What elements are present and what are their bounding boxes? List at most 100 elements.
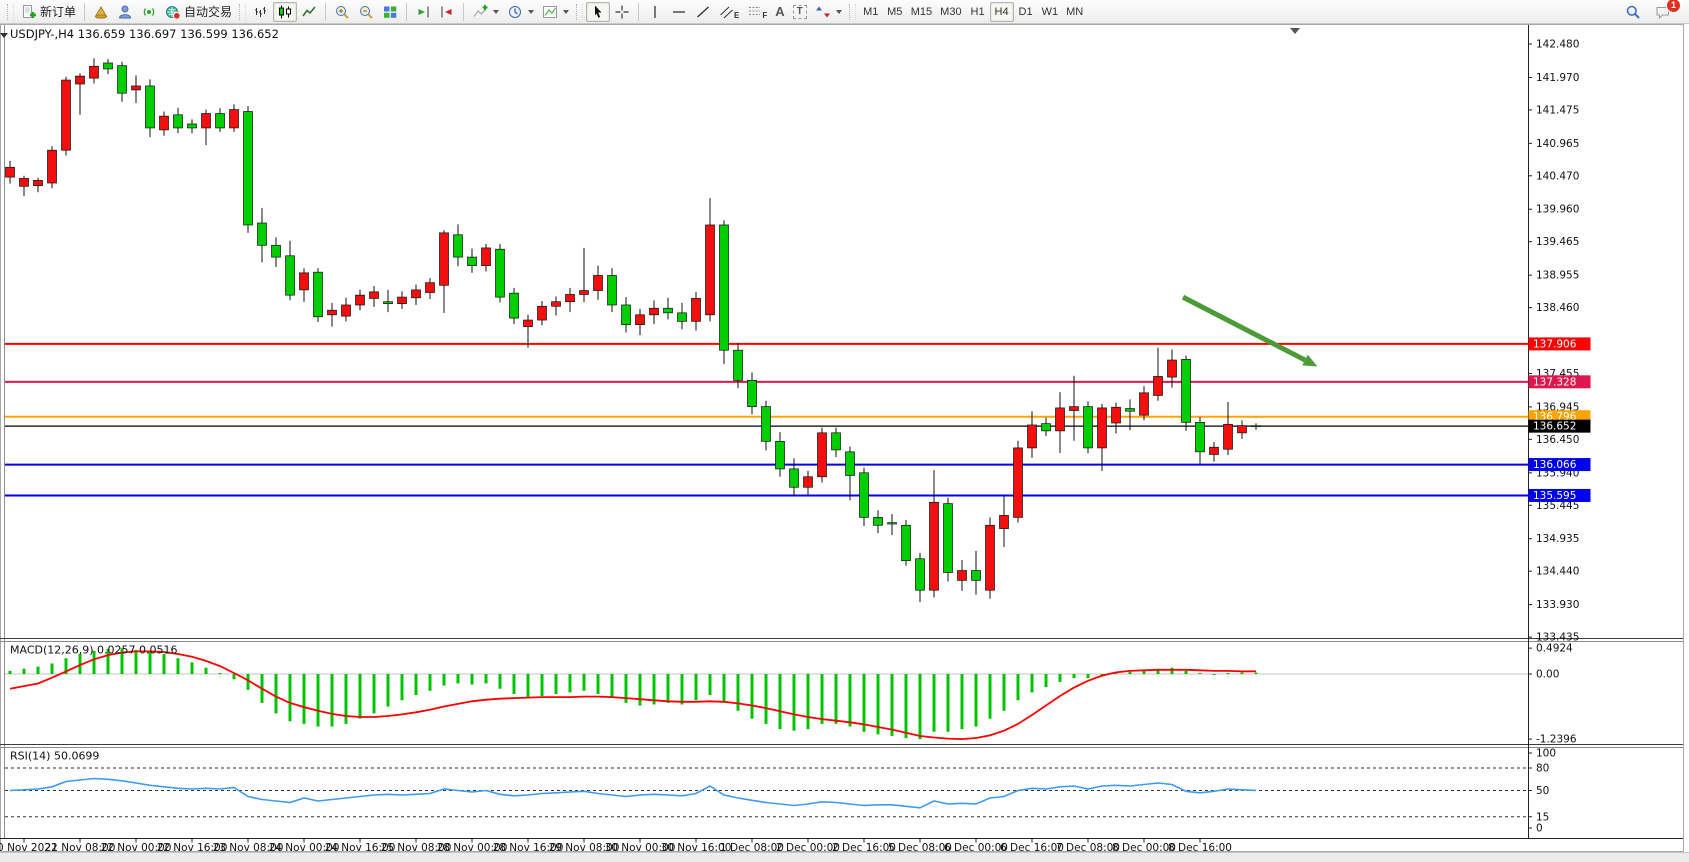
svg-text:135.595: 135.595: [1533, 490, 1576, 502]
toolbar-drag-handle[interactable]: [7, 3, 14, 20]
chart-shift-button[interactable]: [435, 2, 459, 22]
vertical-line-icon: [654, 5, 656, 18]
auto-trading-button[interactable]: 自动交易: [161, 2, 236, 22]
cursor-icon: [595, 5, 602, 18]
text-button[interactable]: A: [771, 2, 788, 22]
svg-text:2 Dec 16:00: 2 Dec 16:00: [832, 842, 896, 852]
channel-letter: E: [734, 11, 740, 20]
rsi-line: [9, 777, 1257, 809]
chart-shift-icon: [441, 6, 452, 17]
toolbar-drag-handle[interactable]: [848, 3, 856, 20]
svg-text:80: 80: [1536, 763, 1549, 775]
svg-text:0: 0: [1536, 823, 1543, 835]
svg-text:5 Dec 08:00: 5 Dec 08:00: [888, 842, 952, 852]
svg-text:139.960: 139.960: [1536, 204, 1579, 216]
trendline-button[interactable]: [691, 2, 715, 22]
svg-text:2 Dec 00:00: 2 Dec 00:00: [776, 842, 840, 852]
line-chart-button[interactable]: [297, 2, 321, 22]
svg-text:24 Nov 00:00: 24 Nov 00:00: [269, 842, 340, 852]
svg-text:23 Nov 08:00: 23 Nov 08:00: [213, 842, 284, 852]
svg-text:141.970: 141.970: [1536, 72, 1579, 84]
auto-trading-label: 自动交易: [184, 5, 233, 19]
svg-text:7 Dec 08:00: 7 Dec 08:00: [1056, 842, 1120, 852]
macd-layer: [8, 648, 1258, 741]
toolbar-drag-handle[interactable]: [576, 3, 584, 20]
svg-text:6 Dec 16:00: 6 Dec 16:00: [1000, 842, 1064, 852]
search-button[interactable]: [1621, 2, 1645, 22]
macd-label: MACD(12,26,9) 0.0257 0.0516: [10, 644, 178, 657]
toolbar-separator: [406, 2, 408, 21]
svg-text:137.906: 137.906: [1533, 338, 1577, 350]
auto-trading-icon: [166, 5, 181, 20]
timeframe-h1-button[interactable]: H1: [966, 2, 990, 22]
timeframe-d1-button[interactable]: D1: [1014, 2, 1038, 22]
profile-icon: [119, 5, 132, 18]
cursor-button[interactable]: [586, 1, 611, 22]
timeframe-group: M1 M5 M15 M30 H1 H4 D1 W1 MN: [859, 1, 1087, 22]
templates-button[interactable]: [538, 2, 573, 22]
timeframe-m5-button[interactable]: M5: [883, 2, 907, 22]
timeframe-mn-button[interactable]: MN: [1062, 2, 1087, 22]
signals-button[interactable]: [137, 2, 161, 22]
periods-button[interactable]: [503, 2, 538, 22]
zoom-in-button[interactable]: [330, 2, 354, 22]
toolbar: 新订单 自动交易: [0, 0, 1689, 24]
svg-text:134.935: 134.935: [1536, 533, 1579, 545]
svg-text:136.066: 136.066: [1533, 459, 1577, 471]
chart-canvas[interactable]: 142.480 141.970 141.475 140.965 140.470 139.9…: [0, 24, 1689, 854]
svg-text:8 Dec 16:00: 8 Dec 16:00: [1168, 842, 1232, 852]
svg-text:22 Nov 00:00: 22 Nov 00:00: [101, 842, 172, 852]
svg-text:22 Nov 16:00: 22 Nov 16:00: [157, 842, 228, 852]
svg-text:50: 50: [1536, 785, 1549, 797]
svg-text:0.4924: 0.4924: [1536, 643, 1573, 655]
fibonacci-icon: [749, 6, 761, 15]
profile-button[interactable]: [113, 2, 137, 22]
timeframe-h4-button[interactable]: H4: [989, 1, 1014, 22]
text-label-button[interactable]: T: [789, 2, 811, 22]
svg-text:21 Nov 08:00: 21 Nov 08:00: [45, 842, 116, 852]
trend-arrow-head[interactable]: [1302, 354, 1318, 367]
candles-layer: [5, 58, 1261, 603]
timeframe-m15-button[interactable]: M15: [907, 2, 936, 22]
arrows-dropdown-caret[interactable]: [835, 9, 842, 14]
svg-text:133.930: 133.930: [1536, 599, 1579, 611]
svg-text:1 Dec 08:00: 1 Dec 08:00: [720, 842, 784, 852]
chart-shift-marker[interactable]: [1290, 28, 1300, 34]
chat-notification-badge[interactable]: 1: [1666, 0, 1681, 13]
new-order-icon: [23, 4, 36, 18]
cone-button[interactable]: [89, 2, 113, 22]
svg-text:140.965: 140.965: [1536, 138, 1579, 150]
zoom-out-button[interactable]: [354, 2, 378, 22]
search-icon: [1626, 5, 1640, 19]
svg-text:137.328: 137.328: [1533, 376, 1576, 388]
price-axis-ticks: 142.480 141.970 141.475 140.965 140.470 139.9…: [1528, 39, 1579, 644]
arrows-button[interactable]: [811, 2, 846, 22]
new-order-button[interactable]: 新订单: [17, 2, 80, 22]
indicators-button[interactable]: [468, 2, 503, 22]
equidistant-channel-button[interactable]: E: [715, 2, 743, 22]
channel-icon: [720, 6, 733, 18]
timeframe-w1-button[interactable]: W1: [1038, 2, 1063, 22]
signal-icon: [143, 7, 155, 16]
svg-text:15: 15: [1536, 811, 1549, 823]
indicators-dropdown-caret[interactable]: [493, 9, 500, 14]
text-icon: A: [775, 4, 785, 19]
bar-chart-button[interactable]: [249, 2, 273, 22]
timeframe-m1-button[interactable]: M1: [859, 2, 883, 22]
tile-windows-button[interactable]: [378, 2, 402, 22]
timeframe-m30-button[interactable]: M30: [936, 2, 965, 22]
periods-dropdown-caret[interactable]: [528, 9, 535, 14]
svg-text:138.460: 138.460: [1536, 302, 1579, 314]
svg-text:138.955: 138.955: [1536, 270, 1579, 282]
vertical-line-button[interactable]: [643, 2, 667, 22]
candlestick-chart-button[interactable]: [273, 1, 298, 22]
crosshair-button[interactable]: [610, 2, 634, 22]
fibonacci-button[interactable]: F: [743, 2, 771, 22]
toolbar-drag-handle[interactable]: [239, 3, 247, 20]
auto-scroll-icon: [418, 6, 429, 17]
auto-scroll-button[interactable]: [411, 2, 435, 22]
chart-window[interactable]: 142.480 141.970 141.475 140.965 140.470 139.9…: [0, 24, 1689, 854]
trend-arrow[interactable]: [1181, 294, 1307, 363]
templates-dropdown-caret[interactable]: [563, 9, 570, 14]
horizontal-line-button[interactable]: [667, 2, 691, 22]
